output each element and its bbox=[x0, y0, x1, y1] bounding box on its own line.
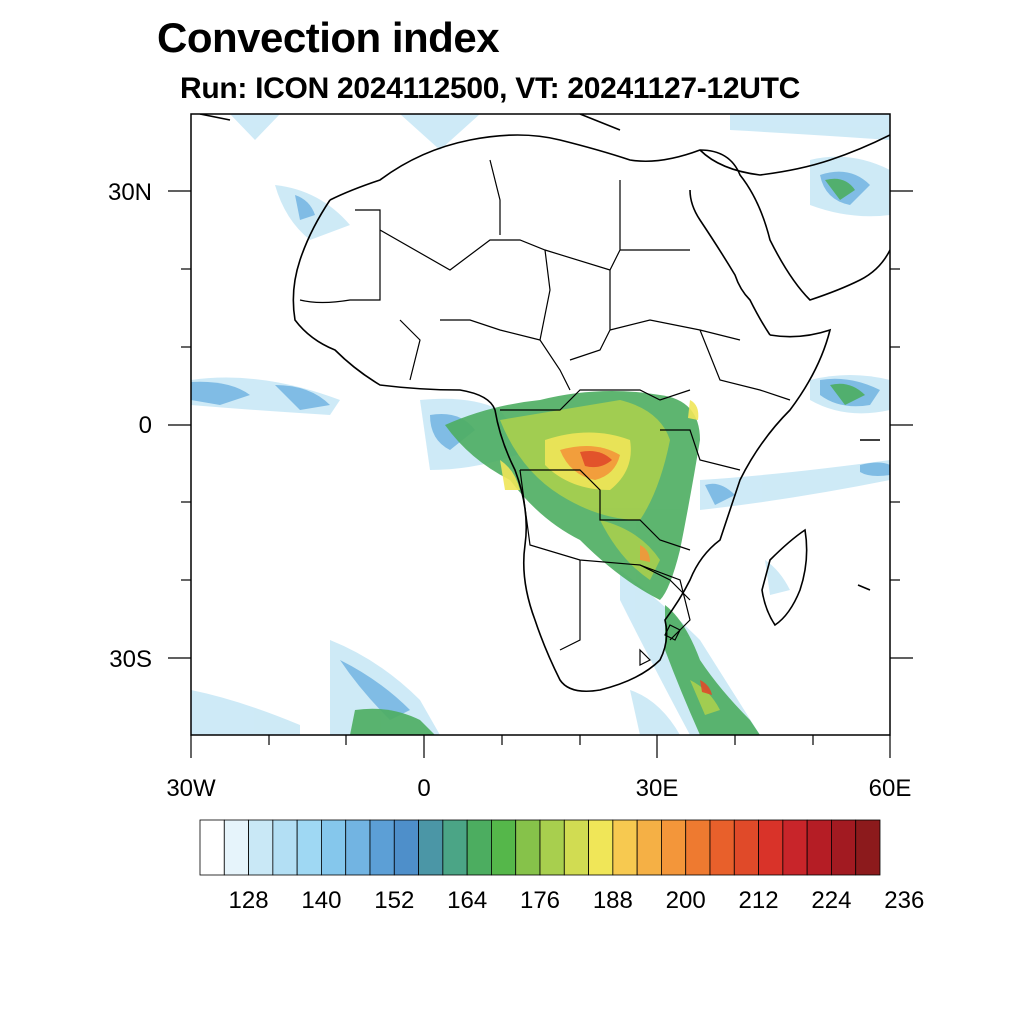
colorbar-swatch bbox=[321, 819, 347, 876]
colorbar-swatch bbox=[418, 819, 444, 876]
lon-label-30e: 30E bbox=[635, 775, 679, 802]
lon-label-60e: 60E bbox=[868, 775, 912, 802]
lon-label-30w: 30W bbox=[166, 775, 216, 802]
lon-label-0: 0 bbox=[417, 775, 431, 802]
colorbar-tick-label: 188 bbox=[592, 887, 633, 914]
lat-label-0: 0 bbox=[138, 412, 152, 439]
colorbar-tick-label: 236 bbox=[884, 887, 925, 914]
colorbar-swatch bbox=[199, 819, 225, 876]
colorbar-swatch bbox=[782, 819, 808, 876]
colorbar-tick-label: 164 bbox=[447, 887, 488, 914]
lat-label-30s: 30S bbox=[109, 646, 152, 673]
colorbar-swatch bbox=[515, 819, 541, 876]
colorbar bbox=[199, 819, 881, 876]
colorbar-swatch bbox=[661, 819, 687, 876]
colorbar-tick-label: 140 bbox=[301, 887, 342, 914]
colorbar-swatch bbox=[709, 819, 735, 876]
colorbar-tick-label: 152 bbox=[374, 887, 415, 914]
colorbar-swatch bbox=[491, 819, 517, 876]
colorbar-swatch bbox=[272, 819, 298, 876]
colorbar-tick-label: 176 bbox=[519, 887, 561, 914]
chart-subtitle: Run: ICON 2024112500, VT: 20241127-12UTC bbox=[180, 72, 801, 105]
colorbar-tick-label: 200 bbox=[665, 887, 706, 914]
colorbar-swatch bbox=[345, 819, 371, 876]
coastlines bbox=[199, 114, 890, 693]
colorbar-swatch bbox=[563, 819, 589, 876]
lat-label-30n: 30N bbox=[107, 179, 152, 206]
convection-field bbox=[191, 114, 890, 735]
colorbar-swatch bbox=[248, 819, 274, 876]
colorbar-swatch bbox=[806, 819, 832, 876]
axis-ticks bbox=[168, 190, 913, 758]
chart-title: Convection index bbox=[157, 14, 500, 61]
colorbar-tick-label: 128 bbox=[228, 887, 269, 914]
colorbar-swatch bbox=[393, 819, 419, 876]
colorbar-swatch bbox=[588, 819, 614, 876]
colorbar-swatch bbox=[539, 819, 565, 876]
colorbar-swatch bbox=[442, 819, 468, 876]
colorbar-swatch bbox=[758, 819, 784, 876]
colorbar-swatch bbox=[855, 819, 881, 876]
colorbar-swatch bbox=[369, 819, 395, 876]
colorbar-swatch bbox=[466, 819, 492, 876]
colorbar-swatch bbox=[636, 819, 662, 876]
colorbar-swatch bbox=[733, 819, 759, 876]
colorbar-tick-label: 224 bbox=[811, 887, 852, 914]
borders bbox=[299, 159, 791, 666]
colorbar-swatch bbox=[223, 819, 249, 876]
colorbar-swatch bbox=[296, 819, 322, 876]
colorbar-swatch bbox=[612, 819, 638, 876]
colorbar-swatch bbox=[831, 819, 857, 876]
colorbar-tick-label: 212 bbox=[738, 887, 779, 914]
colorbar-swatch bbox=[685, 819, 711, 876]
